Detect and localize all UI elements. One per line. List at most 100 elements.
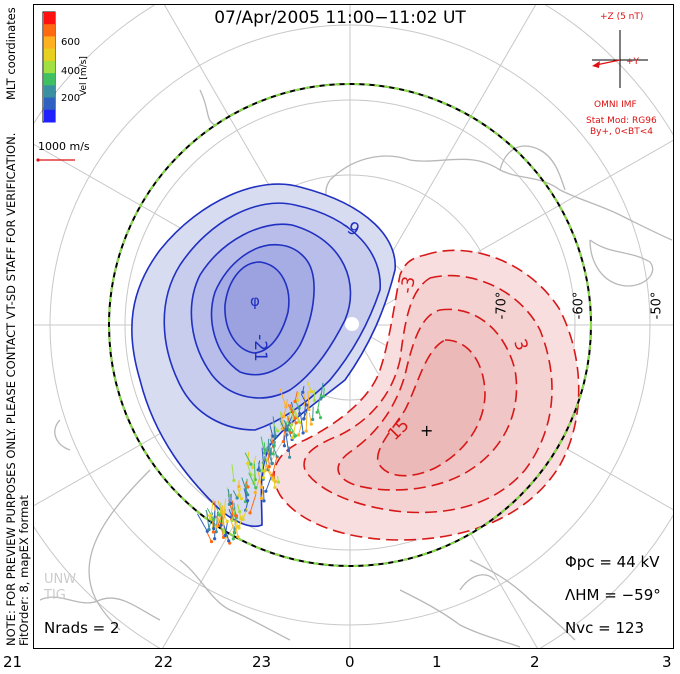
velocity-vector	[262, 461, 267, 478]
colorbar-segment	[44, 97, 55, 111]
coordinate-system: MLT coordinates	[4, 7, 18, 100]
velocity-vector-origin	[267, 465, 271, 469]
velocity-vector	[249, 494, 257, 514]
velocity-vector-origin	[246, 461, 250, 465]
velocity-vector-origin	[253, 491, 257, 495]
velocity-vector-origin	[295, 398, 300, 402]
velocity-vector	[232, 527, 237, 539]
latitude-label-60: -60°	[571, 291, 587, 320]
velocity-vector	[260, 488, 264, 499]
velocity-vector-origin	[263, 448, 267, 452]
velocity-vector-origin	[282, 414, 286, 419]
velocity-vector	[300, 393, 308, 406]
velocity-vector-origin	[237, 484, 241, 489]
velocity-vector	[231, 500, 234, 520]
contour-label-neg21: -21	[249, 334, 270, 362]
velocity-vector	[307, 390, 310, 410]
velocity-vector	[242, 507, 248, 520]
velocity-vector-origin	[207, 527, 211, 532]
velocity-vector-origin	[296, 433, 301, 437]
velocity-vector-origin	[212, 518, 216, 522]
velocity-vector-origin	[208, 517, 212, 521]
velocity-vector-origin	[263, 451, 267, 455]
velocity-vector-origin	[288, 455, 292, 459]
velocity-vector-origin	[289, 423, 294, 427]
velocity-vector-origin	[260, 469, 264, 473]
velocity-vector	[217, 510, 224, 526]
velocity-vector-origin	[246, 493, 250, 497]
colorbar-tick-600: 600	[61, 37, 81, 48]
velocity-vector	[269, 423, 274, 437]
velocity-vector-origin	[311, 417, 315, 422]
velocity-vector	[287, 421, 297, 437]
mlt-tick-22: 22	[154, 653, 174, 671]
colorbar-segment	[44, 109, 55, 123]
positive-potential-cell	[273, 249, 580, 541]
velocity-vector-origin	[230, 518, 234, 523]
colorbar-segment	[44, 60, 55, 74]
velocity-vector-origin	[211, 530, 215, 534]
velocity-vector	[292, 423, 297, 438]
plot-frame	[33, 4, 674, 649]
velocity-vector	[289, 404, 297, 423]
velocity-vector	[222, 508, 227, 525]
latitude-label-50: -50°	[649, 291, 665, 320]
velocity-vector-origin	[309, 390, 313, 394]
colorbar-segment	[44, 73, 55, 86]
velocity-vector-origin	[297, 420, 301, 424]
velocity-vector-origin	[231, 537, 235, 541]
velocity-vector-origin	[259, 485, 264, 489]
velocity-vector-origin	[239, 497, 244, 501]
velocity-vector-origin	[304, 429, 308, 433]
colorbar-tick-400: 400	[61, 66, 81, 77]
mlt-tick-3: 3	[662, 653, 672, 671]
colorbar-segment	[44, 12, 55, 25]
imf-model-condition: By+, 0<BT<4	[590, 127, 653, 137]
velocity-vector	[294, 391, 298, 402]
velocity-vector-origin	[302, 417, 306, 421]
velocity-vector	[215, 511, 219, 532]
contour-label-neg3: -3	[397, 274, 420, 296]
velocity-vector	[247, 464, 252, 475]
velocity-colorbar	[42, 11, 56, 123]
velocity-vector	[243, 488, 249, 501]
hm-latitude: ΛHM = −59°	[565, 586, 661, 604]
velocity-vector-origin	[290, 436, 295, 440]
velocity-vector-origin	[264, 489, 268, 493]
velocity-vector-origin	[319, 397, 323, 401]
velocity-vector-origin	[287, 428, 291, 432]
velocity-vector	[244, 452, 252, 465]
velocity-vector-origin	[284, 405, 288, 409]
velocity-vector	[320, 382, 324, 400]
velocity-vector-origin	[248, 511, 252, 515]
velocity-vector-origin	[307, 407, 311, 412]
velocity-vector-origin	[273, 485, 277, 489]
velocity-vector	[205, 510, 210, 530]
velocity-vector	[247, 451, 250, 464]
vector-scale	[36, 158, 75, 162]
velocity-vector	[312, 406, 314, 420]
velocity-vector	[279, 388, 287, 408]
velocity-vector-origin	[245, 499, 250, 503]
velocity-vector-origin	[286, 448, 290, 453]
velocity-vector	[271, 456, 278, 476]
velocity-vector-origin	[305, 403, 309, 407]
velocity-vector-origin	[235, 496, 239, 500]
velocity-vector-origin	[234, 514, 239, 518]
velocity-vector-origin	[289, 431, 293, 435]
velocity-vector-origin	[282, 444, 287, 448]
velocity-vector	[305, 411, 308, 432]
preview-note: NOTE: FOR PREVIEW PURPOSES ONLY. PLEASE …	[4, 132, 18, 646]
velocity-vector-origin	[312, 398, 317, 402]
latitude-label-70: -70°	[494, 291, 510, 320]
velocity-vector	[227, 489, 230, 505]
potential-max-marker: +	[420, 421, 434, 440]
velocity-vector	[210, 498, 214, 516]
pole-dot	[345, 317, 359, 331]
velocity-vector-origin	[249, 462, 253, 466]
velocity-vector-origin	[209, 513, 213, 518]
velocity-vector-origin	[301, 390, 305, 394]
colorbar-segment	[44, 36, 55, 50]
colorbar-segment	[44, 48, 55, 62]
